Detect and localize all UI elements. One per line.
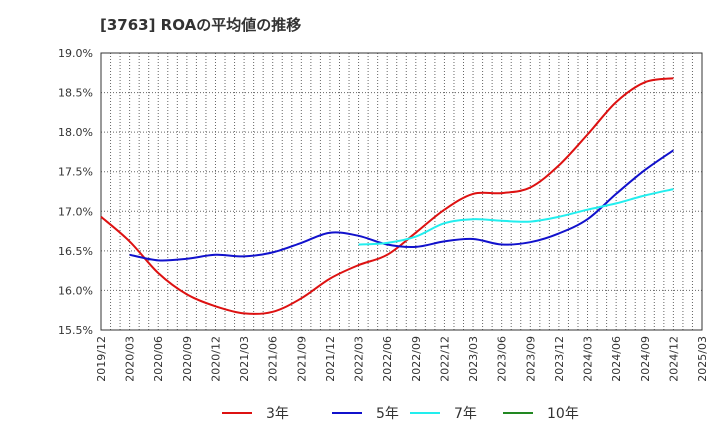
x-tick-label: 2021/12: [324, 336, 337, 382]
x-tick-label: 2020/06: [152, 336, 165, 382]
x-tick-label: 2021/09: [295, 336, 308, 382]
y-tick-label: 18.5%: [58, 87, 93, 100]
x-tick-label: 2024/03: [582, 336, 595, 382]
x-tick-label: 2023/12: [553, 336, 566, 382]
x-tick-label: 2023/09: [524, 336, 537, 382]
x-tick-label: 2020/12: [209, 336, 222, 382]
chart-title: [3763] ROAの平均値の推移: [100, 16, 302, 34]
x-tick-label: 2021/06: [267, 336, 280, 382]
legend-label-1: 3年: [266, 406, 289, 422]
x-tick-label: 2019/12: [95, 336, 108, 382]
x-tick-label: 2020/09: [181, 336, 194, 382]
y-tick-label: 17.5%: [58, 166, 93, 179]
x-tick-label: 2024/06: [610, 336, 623, 382]
x-tick-label: 2023/06: [496, 336, 509, 382]
x-tick-label: 2023/03: [467, 336, 480, 382]
x-tick-label: 2022/09: [410, 336, 423, 382]
legend-label-2: 5年: [376, 406, 399, 422]
x-tick-label: 2020/03: [124, 336, 137, 382]
y-tick-label: 18.0%: [58, 126, 93, 139]
x-tick-label: 2022/12: [438, 336, 451, 382]
x-tick-label: 2022/03: [353, 336, 366, 382]
series-line-3: [358, 188, 674, 246]
plot-border: [100, 52, 703, 331]
x-tick-label: 2024/12: [667, 336, 680, 382]
legend-label-3: 7年: [454, 406, 477, 422]
x-tick-label: 2022/06: [381, 336, 394, 382]
y-tick-label: 15.5%: [58, 324, 93, 337]
series-line-1: [100, 77, 674, 315]
x-tick-label: 2024/09: [639, 336, 652, 382]
y-tick-label: 16.0%: [58, 284, 93, 297]
y-tick-label: 19.0%: [58, 47, 93, 60]
series-line-2: [129, 149, 674, 262]
plot-area: [101, 53, 702, 330]
x-tick-label: 2025/03: [696, 336, 709, 382]
x-tick-label: 2021/03: [238, 336, 251, 382]
y-tick-label: 16.5%: [58, 245, 93, 258]
legend-label-4: 10年: [547, 406, 579, 422]
y-tick-label: 17.0%: [58, 205, 93, 218]
